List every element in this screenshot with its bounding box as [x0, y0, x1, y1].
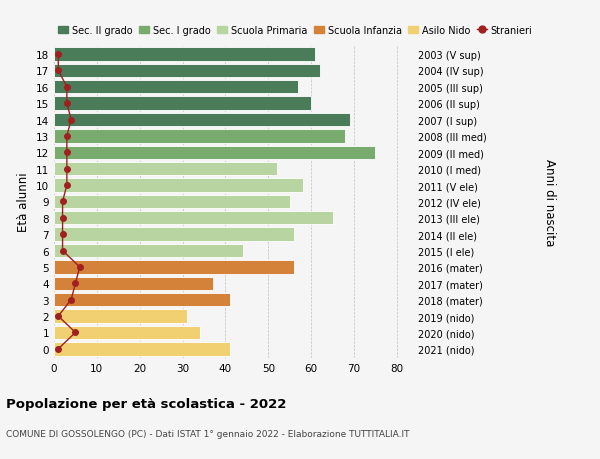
- Bar: [54, 97, 311, 111]
- Bar: [54, 326, 200, 339]
- Text: COMUNE DI GOSSOLENGO (PC) - Dati ISTAT 1° gennaio 2022 - Elaborazione TUTTITALIA: COMUNE DI GOSSOLENGO (PC) - Dati ISTAT 1…: [6, 429, 409, 438]
- Point: [53, 313, 63, 320]
- Bar: [54, 130, 346, 143]
- Bar: [54, 113, 350, 127]
- Point: [75, 263, 85, 271]
- Point: [67, 297, 76, 304]
- Bar: [54, 146, 376, 160]
- Bar: [54, 65, 320, 78]
- Bar: [54, 342, 230, 356]
- Bar: [54, 48, 316, 62]
- Y-axis label: Età alunni: Età alunni: [17, 172, 31, 232]
- Text: Popolazione per età scolastica - 2022: Popolazione per età scolastica - 2022: [6, 397, 286, 410]
- Point: [58, 231, 67, 238]
- Point: [62, 149, 71, 157]
- Bar: [54, 277, 212, 291]
- Point: [62, 182, 71, 189]
- Point: [62, 84, 71, 91]
- Bar: [54, 179, 302, 192]
- Bar: [54, 261, 294, 274]
- Point: [71, 329, 80, 336]
- Legend: Sec. II grado, Sec. I grado, Scuola Primaria, Scuola Infanzia, Asilo Nido, Stran: Sec. II grado, Sec. I grado, Scuola Prim…: [54, 22, 536, 39]
- Bar: [54, 162, 277, 176]
- Point: [62, 166, 71, 173]
- Bar: [54, 81, 298, 94]
- Bar: [54, 195, 290, 209]
- Bar: [54, 244, 242, 257]
- Point: [62, 100, 71, 107]
- Point: [53, 67, 63, 75]
- Bar: [54, 212, 332, 225]
- Point: [62, 133, 71, 140]
- Point: [58, 215, 67, 222]
- Point: [71, 280, 80, 287]
- Bar: [54, 228, 294, 241]
- Point: [53, 51, 63, 59]
- Point: [67, 117, 76, 124]
- Point: [58, 247, 67, 255]
- Y-axis label: Anni di nascita: Anni di nascita: [544, 158, 556, 246]
- Point: [53, 345, 63, 353]
- Bar: [54, 310, 187, 323]
- Bar: [54, 293, 230, 307]
- Point: [58, 198, 67, 206]
